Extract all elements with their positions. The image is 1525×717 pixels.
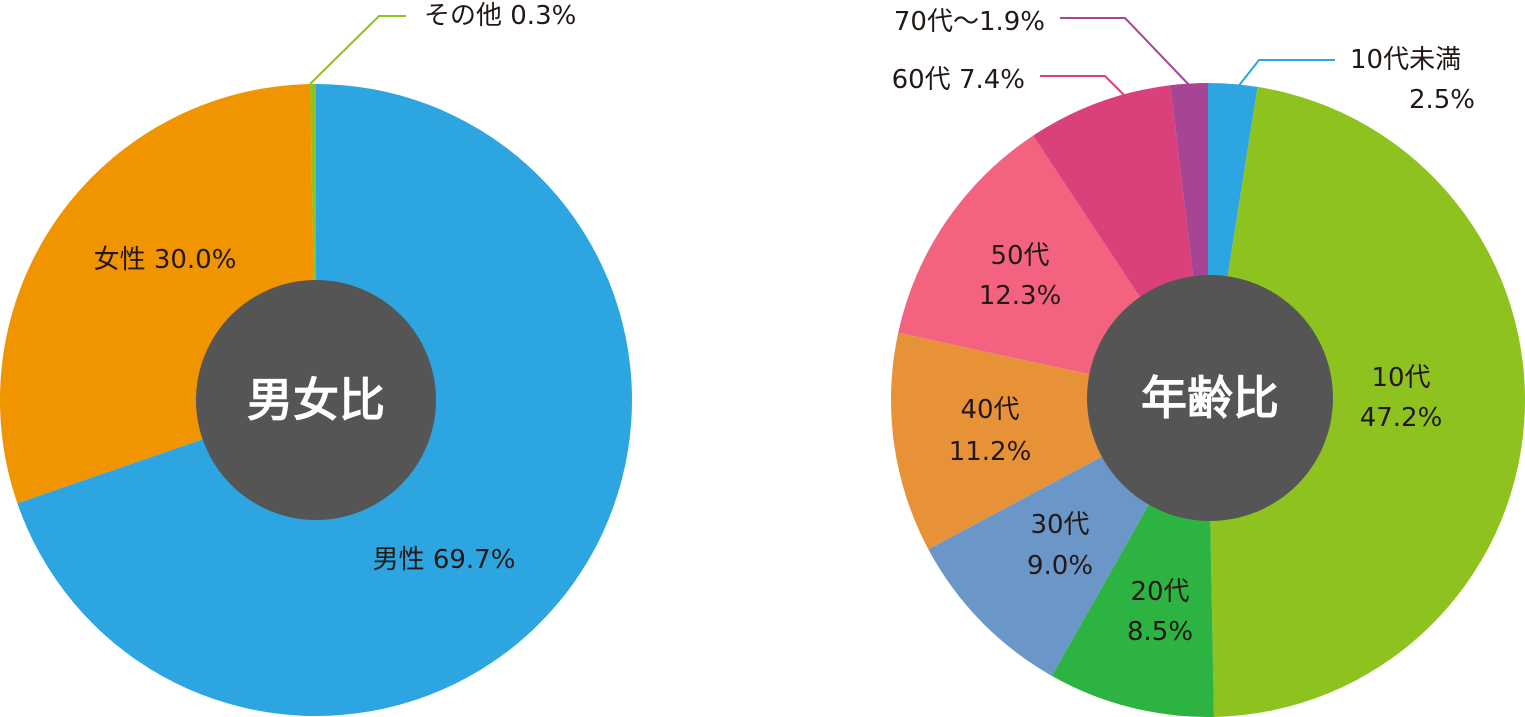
slice-label-30s-name: 30代 — [1030, 510, 1089, 540]
slice-label-under10-value: 2.5% — [1409, 85, 1475, 115]
slice-label-other: その他 0.3% — [424, 1, 576, 31]
slice-label-male: 男性 69.7% — [373, 545, 516, 575]
slice-label-70s: 70代〜1.9% — [894, 7, 1045, 37]
gender-center-circle — [196, 280, 436, 520]
slice-label-under10-name: 10代未満 — [1350, 45, 1461, 75]
under10-leader-line — [1236, 59, 1335, 89]
gender-pie-chart: 男女比 女性 30.0% 男性 69.7% その他 0.3% — [0, 1, 633, 716]
slice-label-40s-name: 40代 — [960, 395, 1019, 425]
age-pie-chart: 年齢比 10代未満 2.5% 10代 47.2% 20代 8.5% 30代 9.… — [891, 7, 1525, 717]
slice-label-20s-value: 8.5% — [1127, 617, 1193, 647]
slice-label-50s-value: 12.3% — [979, 281, 1062, 311]
slice-label-60s: 60代 7.4% — [892, 65, 1025, 95]
slice-label-30s-value: 9.0% — [1027, 551, 1093, 581]
slice-label-10s-value: 47.2% — [1360, 403, 1443, 433]
slice-label-female: 女性 30.0% — [94, 245, 237, 275]
slice-label-40s-value: 11.2% — [949, 437, 1032, 467]
gender-chart-title: 男女比 — [247, 373, 385, 427]
age-slice-1 — [1208, 86, 1525, 717]
age-chart-title: 年齢比 — [1141, 371, 1279, 425]
slice-label-10s-name: 10代 — [1371, 363, 1430, 393]
other-leader-line — [309, 15, 406, 85]
70s-leader-line — [1060, 17, 1193, 89]
slice-label-50s-name: 50代 — [990, 241, 1049, 271]
age-center-circle — [1087, 275, 1333, 521]
slice-label-20s-name: 20代 — [1130, 577, 1189, 607]
60s-leader-line — [1040, 75, 1126, 97]
